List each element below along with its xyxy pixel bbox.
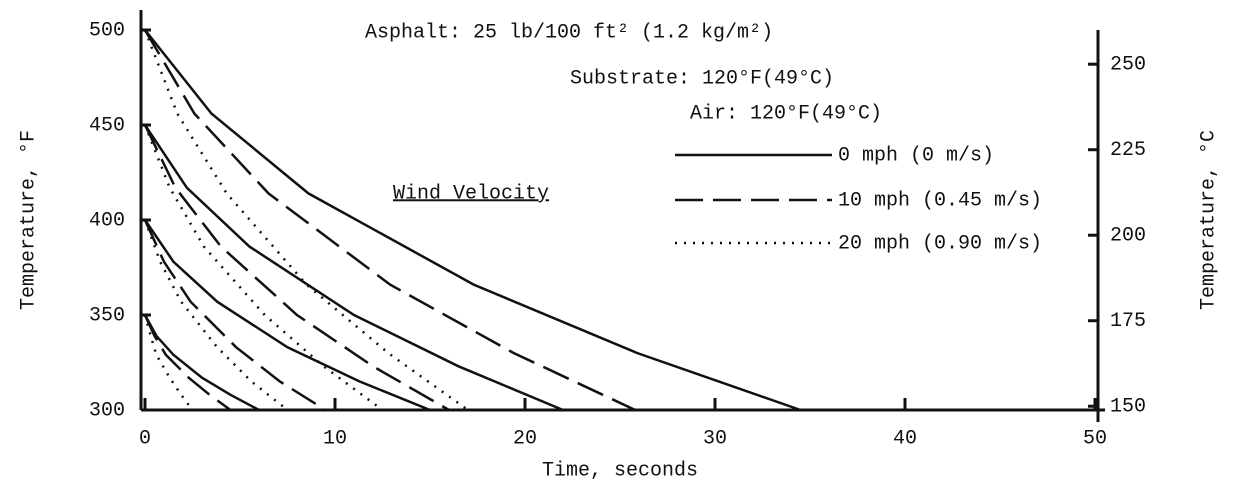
- y-tick-label: 350: [89, 304, 125, 327]
- x-tick-label: 20: [513, 427, 537, 450]
- line-series: [143, 29, 636, 412]
- x-tick-label: 50: [1083, 427, 1107, 450]
- line-series: [144, 29, 801, 412]
- legend-label: 20 mph (0.90 m/s): [838, 232, 1042, 255]
- x-tick-label: 0: [139, 427, 151, 450]
- y-tick-label: 450: [89, 114, 125, 137]
- legend-label: 10 mph (0.45 m/s): [838, 189, 1042, 212]
- y2-axis-label: Temperature, °C: [1197, 130, 1220, 310]
- line-series: [143, 124, 564, 412]
- y2-tick-label: 225: [1110, 139, 1146, 162]
- x-tick-label: 10: [323, 427, 347, 450]
- line-series: [143, 219, 327, 412]
- annotation: Substrate: 120°F(49°C): [570, 67, 834, 90]
- y-tick-label: 400: [89, 209, 125, 232]
- y2-tick-label: 200: [1110, 225, 1146, 248]
- line-series: [143, 314, 232, 412]
- x-tick-label: 40: [893, 427, 917, 450]
- line-series: [143, 29, 469, 412]
- legend-title: Wind Velocity: [393, 182, 549, 205]
- line-series: [143, 314, 260, 412]
- line-series: [143, 219, 289, 411]
- x-tick-label: 30: [703, 427, 727, 450]
- y-tick-label: 300: [89, 399, 125, 422]
- y-tick-label: 500: [89, 19, 125, 42]
- x-axis-label: Time, seconds: [542, 459, 698, 482]
- line-series: [143, 219, 431, 412]
- line-series: [143, 124, 384, 412]
- y-axis-label: Temperature, °F: [17, 130, 40, 310]
- annotation: Air: 120°F(49°C): [690, 102, 882, 125]
- line-series: [143, 124, 450, 412]
- legend-label: 0 mph (0 m/s): [838, 144, 994, 167]
- y2-tick-label: 250: [1110, 53, 1146, 76]
- y2-tick-label: 150: [1110, 396, 1146, 419]
- annotation: Asphalt: 25 lb/100 ft² (1.2 kg/m²): [365, 21, 773, 44]
- y2-tick-label: 175: [1110, 310, 1146, 333]
- line-series: [143, 314, 194, 411]
